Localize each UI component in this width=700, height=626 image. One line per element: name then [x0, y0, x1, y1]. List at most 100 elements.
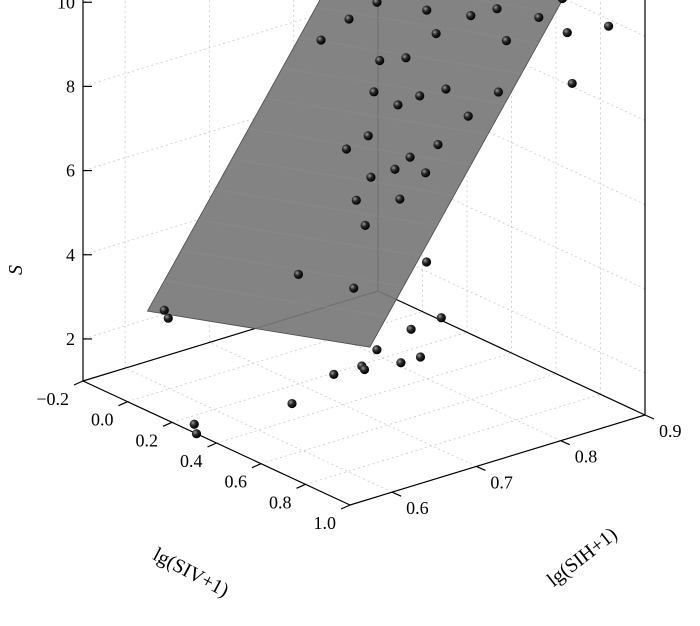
data-point	[349, 283, 359, 293]
z-tick-label: 8	[66, 76, 75, 96]
z-tick-label: 4	[66, 245, 75, 265]
x-tick-mark	[296, 483, 306, 489]
data-point	[396, 358, 406, 368]
data-point	[603, 21, 614, 31]
z-tick-label: 10	[57, 0, 75, 12]
x-tick-label: −0.2	[36, 389, 69, 409]
y-tick-label: 0.8	[575, 447, 598, 467]
data-point	[366, 172, 376, 182]
y-tick-label: 0.6	[406, 498, 429, 518]
y-tick-mark	[644, 414, 655, 420]
plane-mesh-line	[181, 250, 404, 287]
x-tick-mark	[207, 442, 217, 448]
x-tick-mark	[340, 504, 351, 510]
data-point	[433, 139, 443, 150]
data-point	[493, 87, 504, 97]
data-point	[405, 152, 415, 162]
y-tick-label: 0.7	[490, 472, 513, 492]
y-tick-mark	[391, 491, 402, 497]
tick-labels-layer: 24681012−0.20.00.20.40.60.81.00.60.70.80…	[36, 0, 681, 533]
data-point	[363, 131, 373, 141]
data-point	[341, 144, 352, 154]
grid-line-floor-x	[127, 311, 423, 403]
data-point	[415, 352, 426, 362]
y-axis-title: lg(SIH+1)	[543, 523, 621, 591]
data-point	[441, 84, 451, 94]
data-point	[390, 164, 400, 174]
data-point	[463, 111, 473, 121]
data-point	[375, 55, 385, 66]
x-tick-label: 0.6	[225, 472, 248, 492]
data-point	[431, 28, 441, 39]
data-point	[189, 419, 199, 429]
data-point	[351, 195, 361, 205]
plane-mesh-line	[299, 37, 522, 74]
x-tick-label: 0.2	[136, 430, 159, 450]
plane-mesh-line	[164, 280, 387, 317]
x-tick-mark	[73, 380, 84, 386]
box-edge	[349, 414, 646, 506]
data-point	[420, 168, 431, 178]
data-point	[415, 91, 425, 101]
x-tick-mark	[251, 463, 262, 469]
data-point	[344, 14, 354, 24]
data-point	[395, 194, 405, 204]
plane-mesh-line	[197, 219, 421, 257]
grid-line-floor-x	[260, 373, 557, 465]
data-points-layer	[159, 0, 614, 439]
data-point	[191, 429, 202, 439]
z-tick-label: 2	[66, 329, 75, 349]
data-point	[293, 269, 304, 279]
x-axis-title: lg(SIV+1)	[149, 544, 232, 602]
x-tick-label: 0.4	[180, 451, 203, 471]
grid-line-floor-y	[209, 342, 477, 467]
data-point	[359, 364, 370, 375]
plane-mesh-line	[248, 128, 472, 166]
plane-mesh-line	[474, 0, 556, 14]
data-point	[534, 12, 544, 23]
z-axis-title: S	[5, 265, 27, 275]
grid-line-wall-z-left	[377, 248, 646, 374]
data-point	[393, 100, 403, 110]
box-edge	[377, 290, 646, 416]
data-point	[163, 313, 173, 323]
plane-mesh-line	[282, 67, 505, 105]
data-point	[372, 345, 382, 355]
grid-line-floor-x	[305, 393, 601, 485]
plane-mesh-line	[265, 98, 488, 135]
data-point	[422, 5, 432, 15]
data-point	[316, 35, 326, 45]
data-point	[466, 11, 476, 21]
z-tick-label: 6	[66, 161, 75, 181]
x-tick-mark	[118, 401, 128, 407]
fitted-plane	[146, 0, 563, 348]
data-point	[369, 87, 379, 97]
data-point	[406, 324, 416, 334]
plane-mesh-line	[315, 6, 539, 44]
x-tick-label: 0.0	[91, 410, 114, 430]
data-point	[501, 35, 511, 46]
x-tick-label: 1.0	[314, 513, 337, 533]
y-tick-mark	[560, 440, 570, 446]
data-point	[287, 398, 297, 409]
grid-line-floor-x	[171, 331, 468, 423]
data-point	[372, 0, 382, 7]
plane-mesh-line	[214, 189, 438, 226]
data-point	[159, 305, 169, 315]
fitted-plane-layer	[146, 0, 563, 348]
x-tick-label: 0.8	[269, 492, 292, 512]
data-point	[562, 27, 572, 38]
data-point	[401, 53, 411, 63]
data-point	[436, 313, 446, 323]
data-point	[557, 0, 567, 4]
data-point	[567, 78, 577, 89]
data-point	[492, 4, 502, 14]
plane-mesh-line	[231, 158, 455, 196]
x-tick-mark	[162, 421, 173, 427]
y-tick-label: 0.9	[659, 421, 682, 441]
data-point	[360, 220, 370, 230]
grid-line-floor-y	[124, 367, 393, 493]
grid-line-floor-x	[216, 352, 512, 444]
y-tick-mark	[476, 465, 486, 471]
